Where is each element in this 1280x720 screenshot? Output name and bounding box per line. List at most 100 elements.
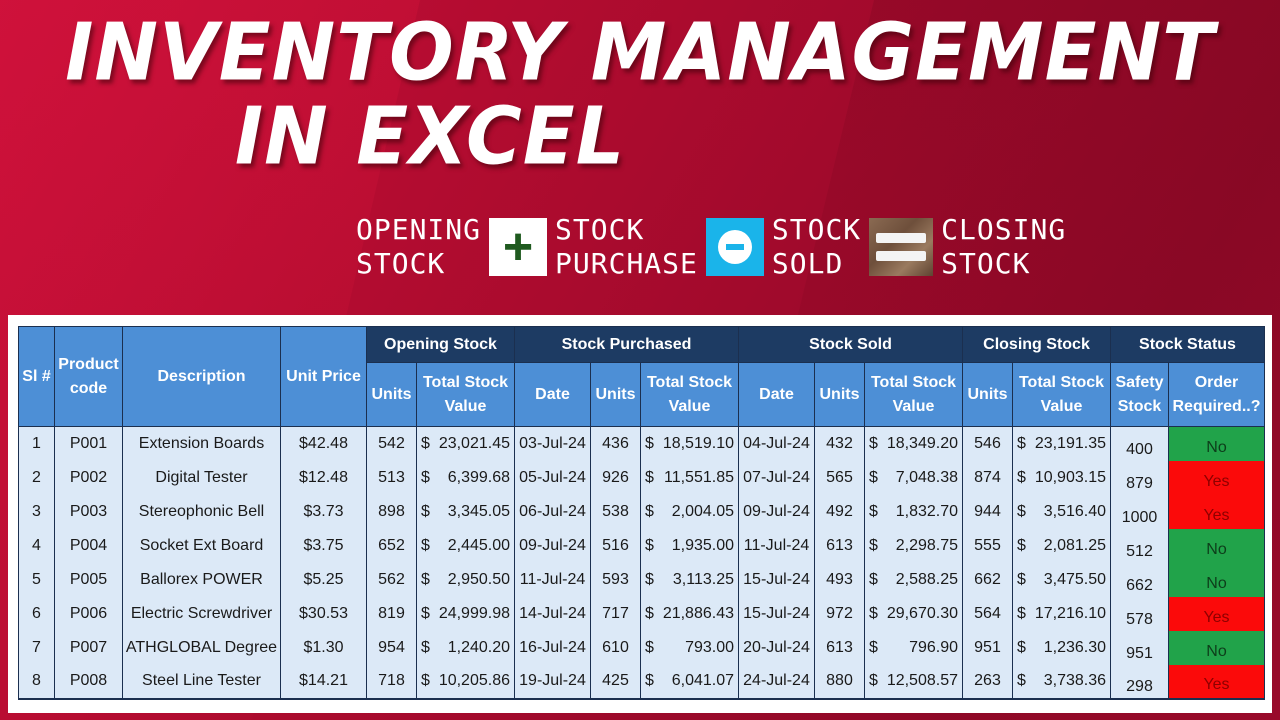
cell-safety-stock[interactable]: 662 [1110, 562, 1169, 597]
cell-purchase-units[interactable]: 926 [590, 460, 641, 495]
cell-purchase-units[interactable]: 593 [590, 562, 641, 597]
cell-sold-value[interactable]: $796.90 [864, 630, 963, 665]
cell-opening-value[interactable]: $2,445.00 [416, 528, 515, 563]
cell-closing-value[interactable]: $17,216.10 [1012, 596, 1111, 631]
cell-purchase-value[interactable]: $18,519.10 [640, 426, 739, 461]
cell-order-required[interactable]: Yes [1168, 596, 1265, 631]
header-closing-units[interactable]: Units [962, 362, 1013, 427]
cell-sold-value[interactable]: $18,349.20 [864, 426, 963, 461]
cell-unit-price[interactable]: $14.21 [280, 664, 367, 700]
cell-purchase-date[interactable]: 11-Jul-24 [514, 562, 591, 597]
cell-opening-units[interactable]: 898 [366, 494, 417, 529]
header-product-code[interactable]: Product code [54, 326, 123, 427]
cell-purchase-value[interactable]: $21,886.43 [640, 596, 739, 631]
cell-sold-date[interactable]: 24-Jul-24 [738, 664, 815, 700]
cell-opening-value[interactable]: $6,399.68 [416, 460, 515, 495]
cell-sl[interactable]: 4 [18, 528, 55, 563]
cell-sold-date[interactable]: 04-Jul-24 [738, 426, 815, 461]
table-row[interactable]: 7 P007 ATHGLOBAL Degree $1.30 954 $1,240.20 16… [18, 630, 1265, 665]
header-safety-stock[interactable]: Safety Stock [1110, 362, 1169, 427]
cell-closing-value[interactable]: $23,191.35 [1012, 426, 1111, 461]
cell-unit-price[interactable]: $5.25 [280, 562, 367, 597]
cell-closing-value[interactable]: $2,081.25 [1012, 528, 1111, 563]
cell-product-code[interactable]: P004 [54, 528, 123, 563]
cell-purchase-value[interactable]: $1,935.00 [640, 528, 739, 563]
cell-closing-units[interactable]: 546 [962, 426, 1013, 461]
cell-purchase-units[interactable]: 436 [590, 426, 641, 461]
cell-description[interactable]: Stereophonic Bell [122, 494, 281, 529]
cell-unit-price[interactable]: $42.48 [280, 426, 367, 461]
cell-opening-units[interactable]: 819 [366, 596, 417, 631]
cell-sold-date[interactable]: 07-Jul-24 [738, 460, 815, 495]
cell-closing-units[interactable]: 662 [962, 562, 1013, 597]
group-header-stock-sold[interactable]: Stock Sold [738, 326, 963, 363]
cell-opening-units[interactable]: 542 [366, 426, 417, 461]
cell-opening-value[interactable]: $24,999.98 [416, 596, 515, 631]
cell-sl[interactable]: 5 [18, 562, 55, 597]
cell-product-code[interactable]: P008 [54, 664, 123, 700]
cell-description[interactable]: Digital Tester [122, 460, 281, 495]
cell-description[interactable]: Socket Ext Board [122, 528, 281, 563]
cell-closing-value[interactable]: $3,475.50 [1012, 562, 1111, 597]
cell-sold-date[interactable]: 09-Jul-24 [738, 494, 815, 529]
cell-safety-stock[interactable]: 298 [1110, 664, 1169, 700]
cell-closing-units[interactable]: 944 [962, 494, 1013, 529]
cell-sold-value[interactable]: $7,048.38 [864, 460, 963, 495]
cell-sold-value[interactable]: $29,670.30 [864, 596, 963, 631]
header-purchase-units[interactable]: Units [590, 362, 641, 427]
cell-purchase-value[interactable]: $2,004.05 [640, 494, 739, 529]
cell-purchase-value[interactable]: $3,113.25 [640, 562, 739, 597]
cell-product-code[interactable]: P002 [54, 460, 123, 495]
cell-description[interactable]: Ballorex POWER [122, 562, 281, 597]
cell-closing-units[interactable]: 951 [962, 630, 1013, 665]
cell-purchase-date[interactable]: 19-Jul-24 [514, 664, 591, 700]
cell-opening-units[interactable]: 954 [366, 630, 417, 665]
cell-opening-value[interactable]: $10,205.86 [416, 664, 515, 700]
cell-opening-value[interactable]: $1,240.20 [416, 630, 515, 665]
cell-order-required[interactable]: No [1168, 630, 1265, 665]
header-purchase-value[interactable]: Total Stock Value [640, 362, 739, 427]
cell-sold-units[interactable]: 972 [814, 596, 865, 631]
cell-sold-value[interactable]: $2,298.75 [864, 528, 963, 563]
cell-purchase-units[interactable]: 717 [590, 596, 641, 631]
cell-closing-units[interactable]: 874 [962, 460, 1013, 495]
header-closing-value[interactable]: Total Stock Value [1012, 362, 1111, 427]
table-row[interactable]: 3 P003 Stereophonic Bell $3.73 898 $3,345.05 0… [18, 494, 1265, 529]
cell-safety-stock[interactable]: 400 [1110, 426, 1169, 461]
cell-purchase-date[interactable]: 16-Jul-24 [514, 630, 591, 665]
cell-sold-units[interactable]: 432 [814, 426, 865, 461]
cell-closing-value[interactable]: $3,738.36 [1012, 664, 1111, 700]
cell-product-code[interactable]: P003 [54, 494, 123, 529]
cell-sold-units[interactable]: 613 [814, 630, 865, 665]
cell-opening-value[interactable]: $3,345.05 [416, 494, 515, 529]
cell-sl[interactable]: 6 [18, 596, 55, 631]
cell-safety-stock[interactable]: 512 [1110, 528, 1169, 563]
cell-purchase-value[interactable]: $793.00 [640, 630, 739, 665]
cell-product-code[interactable]: P007 [54, 630, 123, 665]
cell-sold-units[interactable]: 492 [814, 494, 865, 529]
cell-sold-value[interactable]: $12,508.57 [864, 664, 963, 700]
cell-purchase-date[interactable]: 05-Jul-24 [514, 460, 591, 495]
group-header-stock-status[interactable]: Stock Status [1110, 326, 1265, 363]
table-row[interactable]: 1 P001 Extension Boards $42.48 542 $23,021.45… [18, 426, 1265, 461]
cell-order-required[interactable]: No [1168, 562, 1265, 597]
cell-sold-value[interactable]: $1,832.70 [864, 494, 963, 529]
table-row[interactable]: 2 P002 Digital Tester $12.48 513 $6,399.68 05-… [18, 460, 1265, 495]
cell-opening-units[interactable]: 562 [366, 562, 417, 597]
cell-opening-value[interactable]: $2,950.50 [416, 562, 515, 597]
cell-sold-date[interactable]: 15-Jul-24 [738, 596, 815, 631]
cell-purchase-date[interactable]: 06-Jul-24 [514, 494, 591, 529]
cell-sold-units[interactable]: 880 [814, 664, 865, 700]
table-row[interactable]: 5 P005 Ballorex POWER $5.25 562 $2,950.50 11-J… [18, 562, 1265, 597]
header-sl[interactable]: Sl # [18, 326, 55, 427]
cell-sold-units[interactable]: 493 [814, 562, 865, 597]
cell-sold-units[interactable]: 613 [814, 528, 865, 563]
header-opening-units[interactable]: Units [366, 362, 417, 427]
cell-unit-price[interactable]: $12.48 [280, 460, 367, 495]
cell-order-required[interactable]: Yes [1168, 460, 1265, 495]
cell-safety-stock[interactable]: 578 [1110, 596, 1169, 631]
cell-closing-units[interactable]: 555 [962, 528, 1013, 563]
cell-order-required[interactable]: Yes [1168, 494, 1265, 529]
cell-closing-value[interactable]: $3,516.40 [1012, 494, 1111, 529]
cell-safety-stock[interactable]: 1000 [1110, 494, 1169, 529]
